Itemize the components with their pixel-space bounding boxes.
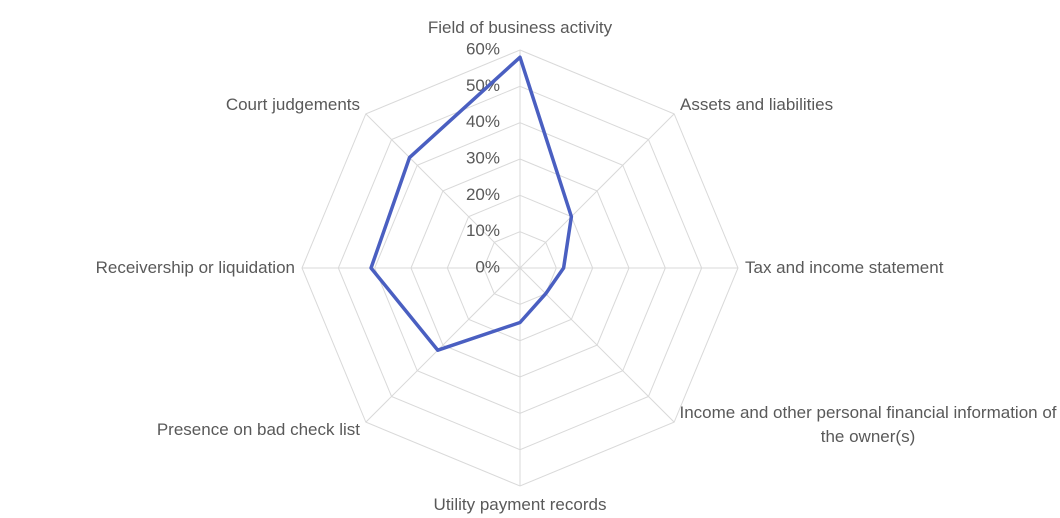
category-label: Presence on bad check list — [156, 420, 360, 439]
category-label: Court judgements — [225, 95, 360, 114]
tick-label: 10% — [466, 221, 500, 240]
spoke — [365, 113, 521, 269]
category-label: Income and other personal financial info… — [679, 403, 1057, 446]
tick-label: 50% — [466, 76, 500, 95]
tick-label: 20% — [466, 185, 500, 204]
tick-label: 60% — [466, 39, 500, 58]
tick-label: 0% — [475, 257, 500, 276]
category-label: Receivership or liquidation — [95, 258, 295, 277]
spoke — [519, 113, 675, 269]
category-label: Utility payment records — [433, 495, 607, 514]
category-label: Field of business activity — [427, 18, 613, 37]
category-label: Assets and liabilities — [680, 95, 834, 114]
spoke — [365, 267, 521, 423]
series-line — [369, 55, 574, 352]
tick-label: 40% — [466, 112, 500, 131]
tick-label: 30% — [466, 148, 500, 167]
spoke — [519, 267, 675, 423]
category-label: Tax and income statement — [745, 258, 944, 277]
